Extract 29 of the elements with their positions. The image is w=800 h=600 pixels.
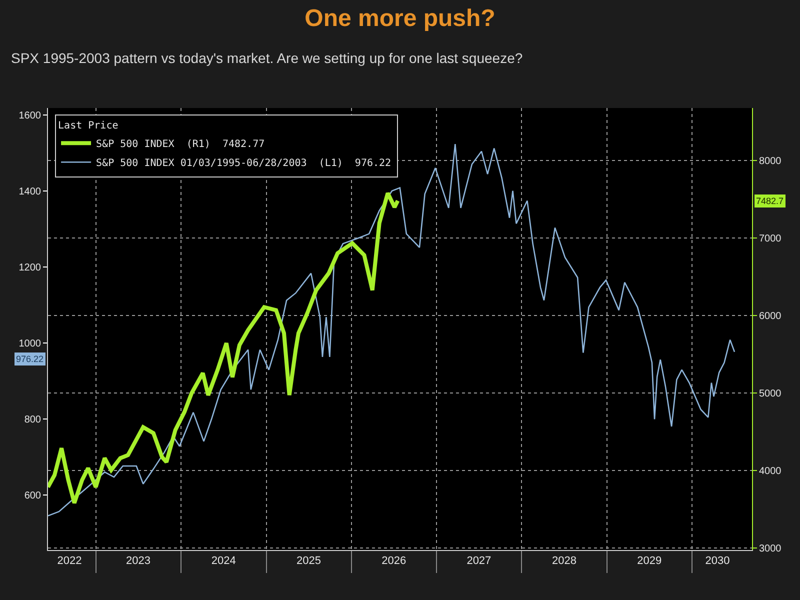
chart-subtitle: SPX 1995-2003 pattern vs today's market. Are we setting up for one last squeeze? bbox=[11, 50, 523, 66]
y-tick-label: 1200 bbox=[18, 262, 42, 274]
x-tick-label: 2023 bbox=[126, 555, 150, 568]
x-tick-label: 2029 bbox=[637, 555, 662, 568]
y-tick-label: 1000 bbox=[18, 338, 42, 350]
x-tick-label: 2027 bbox=[466, 555, 492, 568]
y-tick-label: 600 bbox=[24, 490, 42, 502]
y-tick-label: 800 bbox=[24, 414, 42, 426]
x-tick-label: 2022 bbox=[57, 555, 82, 568]
x-tick-label: 2024 bbox=[211, 555, 236, 568]
y2-tick-label: 5000 bbox=[759, 388, 782, 400]
y-tick-label: 1400 bbox=[18, 186, 42, 198]
line-series bbox=[48, 191, 400, 506]
legend-label: S&P 500 INDEX (R1) 7482.77 bbox=[96, 139, 265, 150]
text: 7482.7 bbox=[756, 196, 784, 206]
y2-tick-label: 7000 bbox=[759, 234, 782, 245]
legend-title: Last Price bbox=[58, 120, 118, 132]
chart-title: One more push? bbox=[304, 4, 496, 32]
text: 976.22 bbox=[16, 354, 44, 364]
y2-tick-label: 3000 bbox=[759, 544, 782, 555]
x-tick-label: 2028 bbox=[552, 555, 577, 568]
x-tick-label: 2025 bbox=[296, 555, 321, 568]
x-tick-label: 2026 bbox=[382, 555, 406, 568]
y-tick-label: 1600 bbox=[18, 110, 42, 122]
legend-label: S&P 500 INDEX 01/03/1995-06/28/2003 (L1) 976.22 bbox=[96, 158, 392, 170]
y2-tick-label: 6000 bbox=[759, 311, 782, 322]
y2-tick-label: 8000 bbox=[759, 156, 782, 168]
y2-tick-label: 4000 bbox=[759, 466, 782, 478]
x-tick-label: 2030 bbox=[705, 555, 730, 568]
